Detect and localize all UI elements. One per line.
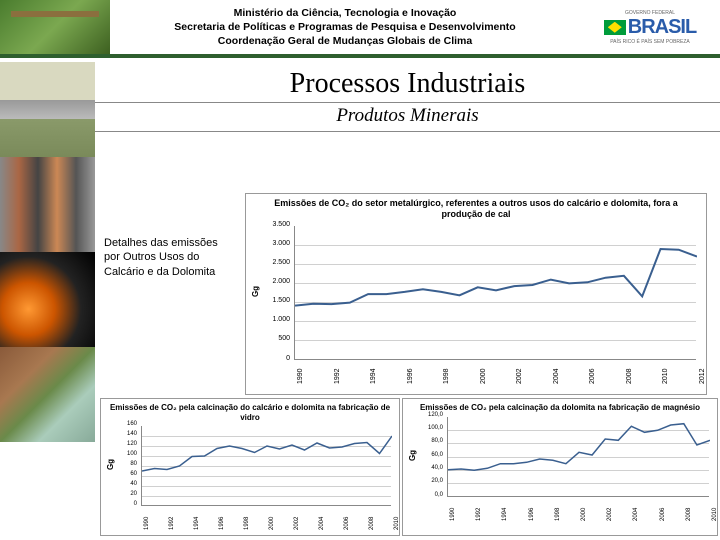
chart-magnesium: Emissões de CO₂ pela calcinação da dolom… bbox=[402, 398, 718, 536]
x-tick-label: 1992 bbox=[169, 517, 175, 530]
y-tick-label: 40,0 bbox=[415, 465, 443, 471]
x-tick-label: 2012 bbox=[699, 368, 706, 384]
x-tick-label: 1998 bbox=[443, 368, 450, 384]
y-tick-label: 140 bbox=[109, 431, 137, 437]
y-tick-label: 3.500 bbox=[262, 221, 290, 228]
x-tick-label: 2004 bbox=[633, 507, 639, 520]
chart1-plot: Gg 0 500 1.000 1.500 2.000 2.500 3.000 3.500 1990… bbox=[246, 222, 706, 390]
page-title-bar: Processos Industriais bbox=[95, 62, 720, 103]
x-tick-label: 2008 bbox=[686, 507, 692, 520]
x-tick-label: 2002 bbox=[294, 517, 300, 530]
header-line1: Ministério da Ciência, Tecnologia e Inov… bbox=[110, 6, 580, 20]
chart2-title: Emissões de CO₂ pela calcinação do calcá… bbox=[101, 399, 399, 424]
header-image-forest bbox=[0, 0, 110, 54]
x-tick-label: 1996 bbox=[219, 517, 225, 530]
y-axis-label: Gg bbox=[251, 286, 260, 297]
x-tick-label: 1990 bbox=[297, 368, 304, 384]
x-tick-label: 1990 bbox=[450, 507, 456, 520]
x-tick-label: 1994 bbox=[194, 517, 200, 530]
x-tick-label: 2008 bbox=[369, 517, 375, 530]
chart2-plot: Gg02040608010012014016019901992199419961… bbox=[101, 424, 399, 532]
x-tick-label: 2008 bbox=[626, 368, 633, 384]
x-tick-label: 2010 bbox=[394, 517, 400, 530]
y-tick-label: 60 bbox=[109, 471, 137, 477]
x-tick-label: 2010 bbox=[712, 507, 718, 520]
x-tick-label: 2006 bbox=[344, 517, 350, 530]
chart3-plot: Gg0,020,040,060,080,0100,0120,0199019921… bbox=[403, 415, 717, 523]
page-subtitle-bar: Produtos Minerais bbox=[95, 103, 720, 132]
y-tick-label: 0,0 bbox=[415, 492, 443, 498]
x-tick-label: 1998 bbox=[244, 517, 250, 530]
header-line2: Secretaria de Políticas e Programas de P… bbox=[110, 20, 580, 34]
y-tick-label: 0 bbox=[262, 355, 290, 362]
x-tick-label: 2000 bbox=[269, 517, 275, 530]
chart-metallurgical: Emissões de CO₂ do setor metalúrgico, re… bbox=[245, 193, 707, 395]
x-tick-label: 1996 bbox=[529, 507, 535, 520]
header-line3: Coordenação Geral de Mudanças Globais de… bbox=[110, 34, 580, 48]
detail-caption: Detalhes das emissões por Outros Usos do… bbox=[104, 236, 234, 279]
x-tick-label: 1996 bbox=[407, 368, 414, 384]
y-tick-label: 2.500 bbox=[262, 259, 290, 266]
y-tick-label: 20 bbox=[109, 491, 137, 497]
x-tick-label: 2000 bbox=[480, 368, 487, 384]
header-ministry-text: Ministério da Ciência, Tecnologia e Inov… bbox=[110, 6, 580, 49]
x-tick-label: 2004 bbox=[553, 368, 560, 384]
page-title: Processos Industriais bbox=[95, 68, 720, 100]
x-tick-label: 2002 bbox=[516, 368, 523, 384]
x-tick-label: 2010 bbox=[662, 368, 669, 384]
y-tick-label: 3.000 bbox=[262, 240, 290, 247]
y-tick-label: 2.000 bbox=[262, 278, 290, 285]
image-strip bbox=[0, 62, 95, 442]
x-tick-label: 1994 bbox=[370, 368, 377, 384]
page-subtitle: Produtos Minerais bbox=[95, 105, 720, 127]
side-image-industry bbox=[0, 252, 95, 347]
x-tick-label: 2004 bbox=[319, 517, 325, 530]
chart1-title: Emissões de CO₂ do setor metalúrgico, re… bbox=[246, 194, 706, 222]
x-tick-label: 1992 bbox=[476, 507, 482, 520]
y-tick-label: 100,0 bbox=[415, 425, 443, 431]
side-image-cattle bbox=[0, 62, 95, 157]
logo-main-text: BRASIL bbox=[628, 16, 696, 38]
side-image-traffic bbox=[0, 157, 95, 252]
brasil-logo: GOVERNO FEDERAL BRASIL PAÍS RICO É PAÍS … bbox=[580, 2, 720, 52]
y-tick-label: 160 bbox=[109, 421, 137, 427]
x-tick-label: 1990 bbox=[144, 517, 150, 530]
y-tick-label: 60,0 bbox=[415, 452, 443, 458]
y-tick-label: 40 bbox=[109, 481, 137, 487]
x-tick-label: 1992 bbox=[334, 368, 341, 384]
logo-sub-text: PAÍS RICO É PAÍS SEM POBREZA bbox=[604, 39, 696, 45]
y-tick-label: 120 bbox=[109, 441, 137, 447]
x-tick-label: 1994 bbox=[502, 507, 508, 520]
side-image-aerial bbox=[0, 347, 95, 442]
header: Ministério da Ciência, Tecnologia e Inov… bbox=[0, 0, 720, 58]
chart-glass: Emissões de CO₂ pela calcinação do calcá… bbox=[100, 398, 400, 536]
x-tick-label: 1998 bbox=[555, 507, 561, 520]
x-tick-label: 2006 bbox=[660, 507, 666, 520]
y-tick-label: 80 bbox=[109, 461, 137, 467]
y-tick-label: 120,0 bbox=[415, 412, 443, 418]
y-tick-label: 0 bbox=[109, 501, 137, 507]
x-tick-label: 2000 bbox=[581, 507, 587, 520]
y-tick-label: 100 bbox=[109, 451, 137, 457]
y-tick-label: 20,0 bbox=[415, 478, 443, 484]
y-tick-label: 1.500 bbox=[262, 297, 290, 304]
x-tick-label: 2002 bbox=[607, 507, 613, 520]
y-tick-label: 500 bbox=[262, 335, 290, 342]
y-tick-label: 1.000 bbox=[262, 316, 290, 323]
x-tick-label: 2006 bbox=[589, 368, 596, 384]
y-tick-label: 80,0 bbox=[415, 438, 443, 444]
chart3-title: Emissões de CO₂ pela calcinação da dolom… bbox=[403, 399, 717, 415]
